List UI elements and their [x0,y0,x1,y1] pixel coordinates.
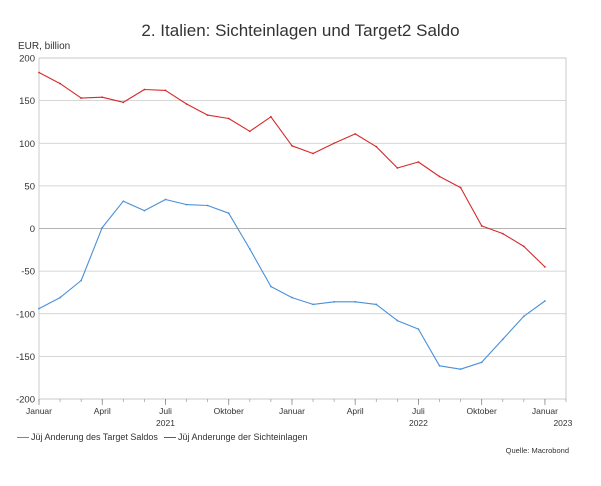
data-point-target-saldo [459,368,462,371]
data-point-sichteinlagen [206,114,209,117]
data-point-sichteinlagen [185,103,188,105]
x-tick-label: Januar [26,406,52,416]
legend: Jüj Anderung des Target Saldos Jüj Ander… [17,432,314,442]
data-point-sichteinlagen [269,115,272,118]
data-point-target-saldo [375,303,378,306]
y-tick-label: 100 [19,139,35,150]
data-point-sichteinlagen [459,186,462,189]
data-point-sichteinlagen [38,71,40,74]
legend-label-sichteinlagen: Jüj Anderunge der Sichteinlagen [177,432,308,442]
y-tick-label: 200 [19,54,35,65]
y-tick-label: 0 [30,224,35,235]
data-point-sichteinlagen [480,225,483,227]
data-point-target-saldo [312,303,314,306]
data-point-sichteinlagen [143,88,146,91]
data-point-target-saldo [38,307,40,310]
x-tick-label: Oktober [467,406,497,416]
x-tick-label: Januar [279,406,305,416]
data-point-sichteinlagen [375,145,378,148]
legend-swatch-blue [17,436,29,438]
data-point-target-saldo [501,338,504,341]
x-year-label: 2023 [553,418,572,428]
y-tick-label: 50 [24,181,35,192]
data-point-target-saldo [164,198,167,201]
data-point-target-saldo [143,209,146,212]
legend-label-target-saldo: Jüj Anderung des Target Saldos [31,432,158,442]
data-point-sichteinlagen [101,96,104,99]
data-point-sichteinlagen [291,144,293,147]
x-tick-label: Juli [159,406,172,416]
legend-item-target-saldo: Jüj Anderung des Target Saldos [17,432,158,442]
data-point-target-saldo [227,212,230,215]
legend-swatch-red [163,436,176,438]
x-year-label: 2022 [409,418,428,428]
data-point-target-saldo [396,319,399,322]
data-point-sichteinlagen [438,175,441,178]
data-point-sichteinlagen [544,265,546,268]
chart-title: 2. Italien: Sichteinlagen und Target2 Sa… [141,21,460,40]
data-point-target-saldo [544,300,546,302]
data-point-target-saldo [80,279,83,282]
data-point-target-saldo [248,248,251,250]
data-point-sichteinlagen [227,117,230,120]
data-point-target-saldo [438,364,441,367]
data-point-sichteinlagen [164,89,167,92]
data-point-sichteinlagen [354,132,357,135]
data-point-sichteinlagen [522,245,525,248]
y-tick-label: 150 [19,96,35,107]
data-point-sichteinlagen [80,97,83,99]
data-point-target-saldo [291,296,293,299]
data-point-target-saldo [59,296,61,299]
data-point-target-saldo [101,226,104,229]
x-tick-label: Januar [532,406,558,416]
data-point-sichteinlagen [248,130,251,133]
data-point-sichteinlagen [501,232,504,235]
series-line-sichteinlagen [38,72,546,268]
data-point-sichteinlagen [59,82,61,85]
y-tick-label: -200 [16,395,35,406]
series-line-target-saldo [38,198,546,370]
data-point-sichteinlagen [396,167,399,169]
y-tick-label: -100 [16,309,35,320]
x-tick-label: Oktober [214,406,244,416]
data-point-sichteinlagen [333,142,336,145]
data-point-target-saldo [522,315,525,318]
data-point-sichteinlagen [417,161,420,163]
x-tick-label: Juli [412,406,425,416]
data-point-target-saldo [333,300,336,303]
data-point-target-saldo [185,203,188,206]
x-tick-label: April [94,406,111,416]
y-tick-label: -50 [21,267,35,278]
y-axis-label: EUR, billion [18,41,71,52]
data-point-target-saldo [417,328,420,330]
data-point-target-saldo [269,285,272,288]
data-point-target-saldo [122,200,125,203]
data-point-target-saldo [354,300,357,303]
data-point-sichteinlagen [312,152,314,155]
data-point-sichteinlagen [122,101,125,104]
data-point-target-saldo [206,204,209,207]
legend-item-sichteinlagen: Jüj Anderunge der Sichteinlagen [163,432,308,442]
x-tick-label: April [347,406,364,416]
data-point-target-saldo [480,361,483,364]
x-year-label: 2021 [156,418,175,428]
source-note: Quelle: Macrobond [505,446,569,455]
y-tick-label: -150 [16,352,35,363]
